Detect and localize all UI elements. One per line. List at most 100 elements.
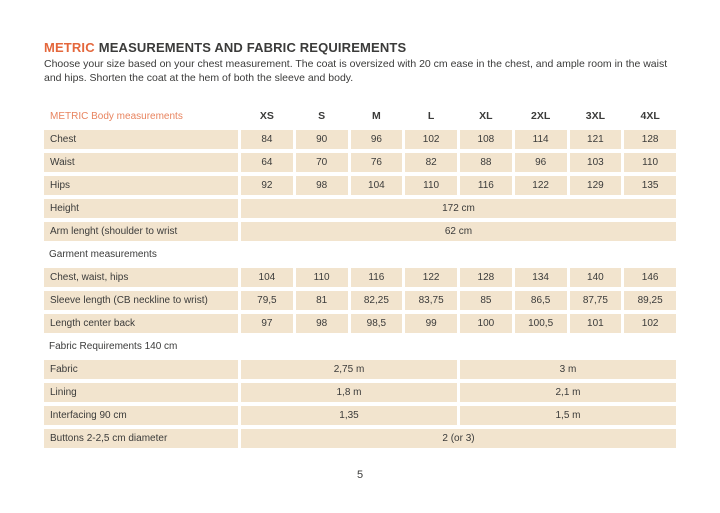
size-column-header-xs: XS bbox=[259, 110, 274, 122]
size-column-header-s: S bbox=[318, 110, 326, 122]
value-cell: 98 bbox=[295, 176, 348, 195]
value-cell: 99 bbox=[405, 314, 457, 333]
row-label: Interfacing 90 cm bbox=[44, 406, 238, 425]
value-cell: 87,75 bbox=[569, 291, 622, 310]
value-cell: 110 bbox=[624, 153, 676, 172]
value-cell: 129 bbox=[569, 176, 622, 195]
value-cell-left: 2,75 m bbox=[241, 360, 457, 379]
value-cell: 89,25 bbox=[624, 291, 676, 310]
value-cell-left: 1,35 bbox=[241, 406, 457, 425]
page-title-rest: MEASUREMENTS AND FABRIC REQUIREMENTS bbox=[98, 40, 407, 55]
value-cell-span: 172 cm bbox=[241, 199, 676, 218]
value-cell: 64 bbox=[241, 153, 293, 172]
value-cell: 79,5 bbox=[241, 291, 293, 310]
value-cell: 82 bbox=[405, 153, 457, 172]
value-cell: 114 bbox=[514, 130, 567, 149]
value-cell: 85 bbox=[460, 291, 512, 310]
table-row: Sleeve length (CB neckline to wrist) 79,5… bbox=[44, 291, 676, 310]
size-column-header-m: M bbox=[372, 110, 381, 122]
table-row: Buttons 2-2,5 cm diameter 2 (or 3) bbox=[44, 429, 676, 448]
row-label: Hips bbox=[44, 176, 238, 195]
value-cell: 81 bbox=[295, 291, 348, 310]
value-cell: 96 bbox=[514, 153, 567, 172]
table-row: Waist 64 70 76 82 88 96 103 110 bbox=[44, 153, 676, 172]
value-cell: 83,75 bbox=[405, 291, 457, 310]
row-label: Sleeve length (CB neckline to wrist) bbox=[44, 291, 238, 310]
value-cell: 122 bbox=[405, 268, 457, 287]
value-cell: 102 bbox=[405, 130, 457, 149]
value-cell: 101 bbox=[569, 314, 622, 333]
table-row: Lining 1,8 m 2,1 m bbox=[44, 383, 676, 402]
table-row: Height 172 cm bbox=[44, 199, 676, 218]
value-cell: 88 bbox=[460, 153, 512, 172]
value-cell: 100 bbox=[460, 314, 512, 333]
intro-line-1: Choose your size based on your chest mea… bbox=[44, 58, 668, 70]
value-cell: 82,25 bbox=[350, 291, 403, 310]
section-row: Garment measurements bbox=[44, 245, 676, 264]
page-title-accent: METRIC bbox=[44, 40, 95, 55]
table-row: Length center back 97 98 98,5 99 100 100,5 101 1… bbox=[44, 314, 676, 333]
value-cell-right: 3 m bbox=[460, 360, 676, 379]
value-cell: 102 bbox=[624, 314, 676, 333]
value-cell-right: 2,1 m bbox=[460, 383, 676, 402]
size-column-header-4xl: 4XL bbox=[640, 110, 660, 122]
row-label: Lining bbox=[44, 383, 238, 402]
size-table: METRIC Body measurements XS S M L XL 2XL 3XL 4XL… bbox=[44, 107, 676, 448]
section-row: Fabric Requirements 140 cm bbox=[44, 337, 676, 356]
row-label: Chest, waist, hips bbox=[44, 268, 238, 287]
value-cell: 76 bbox=[350, 153, 403, 172]
value-cell: 108 bbox=[460, 130, 512, 149]
row-label: Height bbox=[44, 199, 238, 218]
value-cell: 84 bbox=[241, 130, 293, 149]
size-column-header-3xl: 3XL bbox=[585, 110, 605, 122]
size-column-header-l: L bbox=[427, 110, 435, 122]
table-row: Hips 92 98 104 110 116 122 129 135 bbox=[44, 176, 676, 195]
value-cell: 104 bbox=[241, 268, 293, 287]
value-cell: 100,5 bbox=[514, 314, 567, 333]
table-row: Arm lenght (shoulder to wrist 62 cm bbox=[44, 222, 676, 241]
section-label: Garment measurements bbox=[49, 249, 157, 260]
value-cell: 135 bbox=[624, 176, 676, 195]
page-title: METRIC MEASUREMENTS AND FABRIC REQUIREMEN… bbox=[44, 40, 676, 55]
size-column-header-xl: XL bbox=[479, 110, 493, 122]
value-cell-left: 1,8 m bbox=[241, 383, 457, 402]
value-cell: 98 bbox=[295, 314, 348, 333]
value-cell: 116 bbox=[460, 176, 512, 195]
value-cell: 70 bbox=[295, 153, 348, 172]
size-column-header-2xl: 2XL bbox=[530, 110, 551, 122]
row-label: Buttons 2-2,5 cm diameter bbox=[44, 429, 238, 448]
value-cell: 128 bbox=[460, 268, 512, 287]
row-label: Chest bbox=[44, 130, 238, 149]
page-content: METRIC MEASUREMENTS AND FABRIC REQUIREMEN… bbox=[44, 40, 676, 452]
table-header-row: METRIC Body measurements XS S M L XL 2XL 3XL 4XL bbox=[44, 107, 676, 126]
value-cell: 92 bbox=[241, 176, 293, 195]
value-cell-right: 1,5 m bbox=[460, 406, 676, 425]
value-cell: 122 bbox=[514, 176, 567, 195]
value-cell-span: 62 cm bbox=[241, 222, 676, 241]
value-cell: 110 bbox=[405, 176, 457, 195]
section-label: Fabric Requirements 140 cm bbox=[49, 341, 178, 352]
intro-paragraph: Choose your size based on your chest mea… bbox=[44, 58, 676, 85]
value-cell: 90 bbox=[295, 130, 348, 149]
intro-line-2: and hips. Shorten the coat at the hem of… bbox=[44, 71, 354, 84]
table-row: Chest 84 90 96 102 108 114 121 128 bbox=[44, 130, 676, 149]
table-row: Interfacing 90 cm 1,35 1,5 m bbox=[44, 406, 676, 425]
value-cell: 128 bbox=[624, 130, 676, 149]
table-header-label: METRIC Body measurements bbox=[50, 111, 183, 122]
value-cell: 146 bbox=[624, 268, 676, 287]
value-cell: 86,5 bbox=[514, 291, 567, 310]
value-cell-span: 2 (or 3) bbox=[241, 429, 676, 448]
value-cell: 97 bbox=[241, 314, 293, 333]
row-label: Length center back bbox=[44, 314, 238, 333]
value-cell: 134 bbox=[514, 268, 567, 287]
value-cell: 103 bbox=[569, 153, 622, 172]
row-label: Fabric bbox=[44, 360, 238, 379]
row-label: Waist bbox=[44, 153, 238, 172]
value-cell: 98,5 bbox=[350, 314, 403, 333]
row-label: Arm lenght (shoulder to wrist bbox=[44, 222, 238, 241]
value-cell: 96 bbox=[350, 130, 403, 149]
value-cell: 116 bbox=[350, 268, 403, 287]
value-cell: 104 bbox=[350, 176, 403, 195]
